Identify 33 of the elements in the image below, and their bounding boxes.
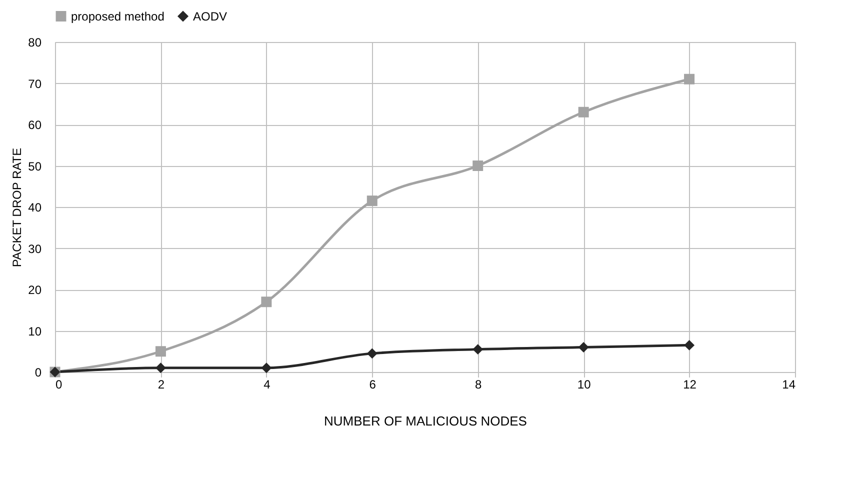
x-tick-label: 0	[56, 378, 62, 392]
point	[155, 346, 166, 357]
x-tick-label: 12	[683, 378, 697, 392]
point	[155, 362, 166, 374]
x-tick-label: 2	[158, 378, 165, 392]
legend-label: proposed method	[71, 9, 164, 24]
x-tick-label: 4	[264, 378, 271, 392]
point	[472, 160, 484, 171]
point	[366, 196, 378, 206]
y-tick-label: 20	[28, 283, 42, 297]
y-tick-label: 60	[28, 118, 42, 132]
y-tick-label: 30	[28, 242, 42, 256]
point	[366, 348, 378, 359]
x-axis-title: NUMBER OF MALICIOUS NODES	[324, 414, 528, 428]
legend-label: AODV	[193, 9, 228, 24]
y-axis-title: PACKET DROP RATE	[10, 148, 24, 268]
y-tick-label: 40	[28, 200, 42, 214]
y-tick-label: 0	[34, 366, 42, 380]
point	[684, 74, 695, 84]
x-tick-label: 10	[577, 378, 592, 392]
x-tick-label: 14	[782, 378, 796, 392]
y-tick-label: 10	[28, 324, 42, 338]
point	[578, 342, 589, 352]
point	[684, 340, 695, 350]
x-tick-label: 8	[475, 378, 482, 392]
point	[261, 362, 272, 374]
x-tick-label: 6	[369, 378, 376, 392]
y-tick-label: 80	[28, 36, 42, 50]
y-tick-label: 70	[28, 76, 42, 91]
point	[578, 106, 589, 118]
point	[472, 344, 484, 355]
point	[261, 296, 272, 308]
y-tick-label: 50	[28, 159, 42, 174]
